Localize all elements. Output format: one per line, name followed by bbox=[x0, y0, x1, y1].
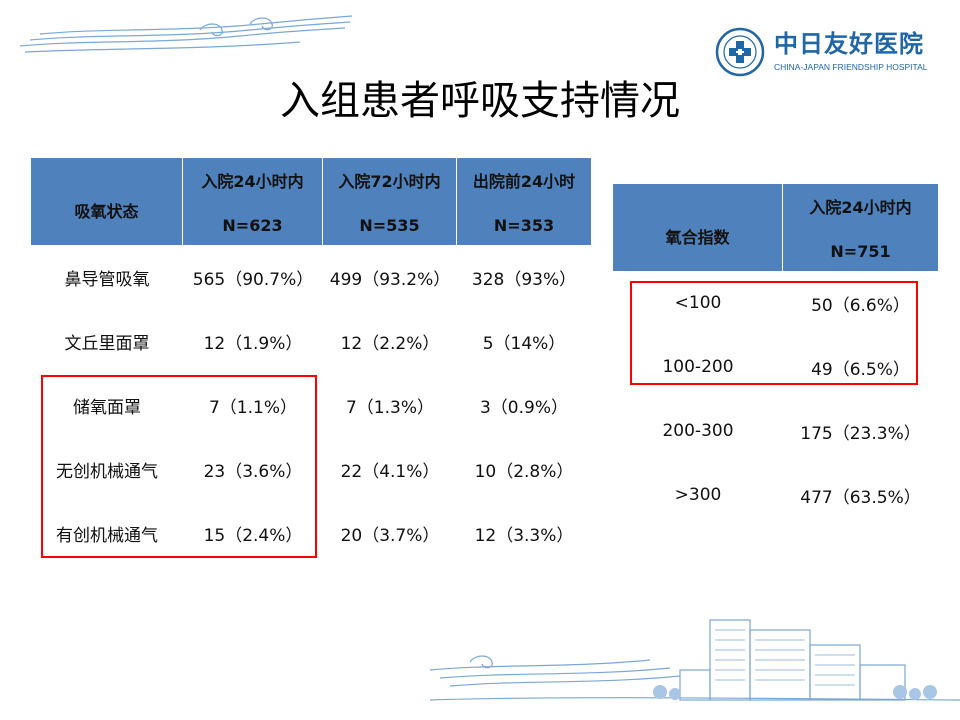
header-label: 入院24小时内 bbox=[809, 198, 912, 217]
header-label: 氧合指数 bbox=[665, 227, 730, 247]
row-label: 文丘里面罩 bbox=[64, 333, 150, 354]
table-cell: 565（90.7%） bbox=[192, 269, 314, 290]
hospital-building-illustration bbox=[430, 619, 960, 701]
header-count: N=751 bbox=[830, 242, 891, 261]
table-header-row: 氧合指数 入院24小时内 N=751 bbox=[613, 184, 938, 271]
header-label: 出院前24小时 bbox=[472, 172, 576, 191]
table-row: >300 477（63.5%） bbox=[613, 463, 938, 527]
logo-chinese-name: 中日友好医院 bbox=[774, 30, 924, 58]
table-cell: 20（3.7%） bbox=[340, 525, 440, 546]
table-row: <100 50（6.6%） bbox=[613, 271, 938, 335]
row-label: 200-300 bbox=[662, 421, 734, 441]
table-cell: 7（1.1%） bbox=[208, 397, 297, 418]
table-cell: 12（3.3%） bbox=[474, 525, 574, 546]
table-cell: 49（6.5%） bbox=[811, 359, 910, 380]
hospital-emblem-icon bbox=[715, 27, 765, 77]
row-label: 100-200 bbox=[662, 357, 734, 377]
header-count: N=535 bbox=[359, 216, 420, 235]
header-count: N=623 bbox=[222, 216, 283, 235]
table-cell: 7（1.3%） bbox=[345, 397, 434, 418]
column-header: 氧合指数 bbox=[613, 184, 783, 271]
decorative-cloud-lines bbox=[19, 15, 353, 53]
header-label: 入院24小时内 bbox=[201, 172, 304, 191]
column-header: 入院72小时内 N=535 bbox=[323, 158, 457, 245]
table-row: 文丘里面罩 12（1.9%） 12（2.2%） 5（14%） bbox=[31, 309, 591, 373]
row-label: 储氧面罩 bbox=[73, 397, 141, 418]
slide-title: 入组患者呼吸支持情况 bbox=[280, 78, 680, 124]
column-header: 入院24小时内 N=751 bbox=[783, 184, 938, 271]
oxygen-status-table: 吸氧状态 入院24小时内 N=623 入院72小时内 N=535 出院前24小时 N=… bbox=[31, 158, 591, 565]
table-header-row: 吸氧状态 入院24小时内 N=623 入院72小时内 N=535 出院前24小时 N=… bbox=[31, 158, 591, 245]
table-cell: 499（93.2%） bbox=[329, 269, 451, 290]
oxygenation-index-table: 氧合指数 入院24小时内 N=751 <100 50（6.6%） 100-200 … bbox=[613, 184, 938, 527]
highlight-box-low-oxygenation bbox=[630, 281, 918, 385]
table-row: 无创机械通气 23（3.6%） 22（4.1%） 10（2.8%） bbox=[31, 437, 591, 501]
table-cell: 15（2.4%） bbox=[203, 525, 303, 546]
row-label: 有创机械通气 bbox=[56, 525, 158, 546]
row-label: 无创机械通气 bbox=[56, 461, 158, 482]
table-cell: 5（14%） bbox=[482, 333, 566, 354]
column-header: 入院24小时内 N=623 bbox=[183, 158, 323, 245]
table-cell: 477（63.5%） bbox=[800, 487, 921, 508]
row-label: >300 bbox=[674, 485, 722, 505]
table-row: 有创机械通气 15（2.4%） 20（3.7%） 12（3.3%） bbox=[31, 501, 591, 565]
column-header: 吸氧状态 bbox=[31, 158, 183, 245]
table-row: 200-300 175（23.3%） bbox=[613, 399, 938, 463]
highlight-box-ventilation bbox=[41, 375, 317, 558]
hospital-logo: 中日友好医院 CHINA-JAPAN FRIENDSHIP HOSPITAL bbox=[712, 24, 932, 80]
table-row: 储氧面罩 7（1.1%） 7（1.3%） 3（0.9%） bbox=[31, 373, 591, 437]
table-cell: 12（1.9%） bbox=[203, 333, 303, 354]
table-cell: 328（93%） bbox=[471, 269, 577, 290]
table-cell: 50（6.6%） bbox=[811, 295, 910, 316]
logo-english-name: CHINA-JAPAN FRIENDSHIP HOSPITAL bbox=[774, 62, 928, 72]
table-row: 鼻导管吸氧 565（90.7%） 499（93.2%） 328（93%） bbox=[31, 245, 591, 309]
table-cell: 10（2.8%） bbox=[474, 461, 574, 482]
header-label: 吸氧状态 bbox=[74, 201, 139, 221]
table-cell: 12（2.2%） bbox=[340, 333, 440, 354]
row-label: 鼻导管吸氧 bbox=[64, 269, 150, 290]
table-row: 100-200 49（6.5%） bbox=[613, 335, 938, 399]
table-cell: 22（4.1%） bbox=[340, 461, 440, 482]
table-cell: 23（3.6%） bbox=[203, 461, 303, 482]
header-count: N=353 bbox=[493, 216, 555, 235]
row-label: <100 bbox=[674, 293, 722, 313]
table-cell: 175（23.3%） bbox=[800, 423, 921, 444]
table-cell: 3（0.9%） bbox=[479, 397, 568, 418]
column-header: 出院前24小时 N=353 bbox=[457, 158, 591, 245]
header-label: 入院72小时内 bbox=[338, 172, 441, 191]
